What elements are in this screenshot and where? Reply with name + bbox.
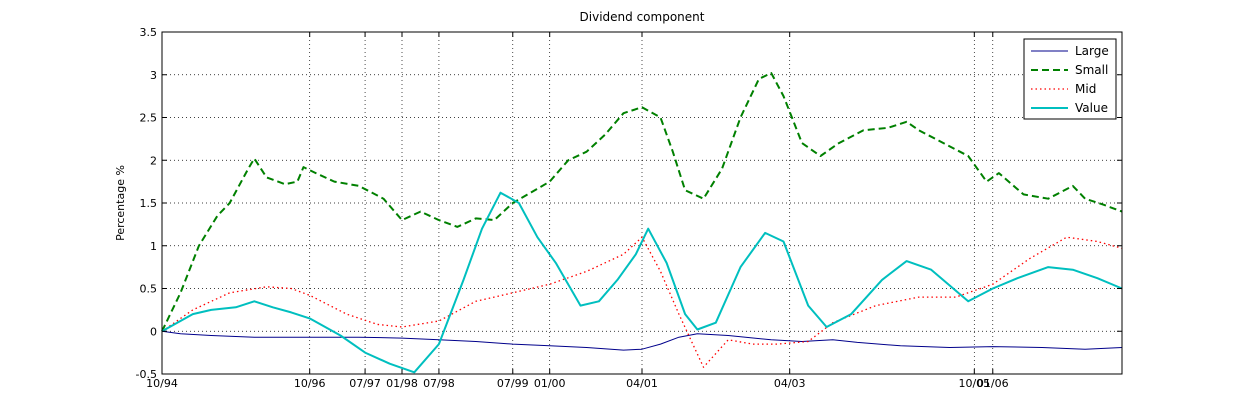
series-line-mid [161,236,1123,368]
legend: Large Small Mid Value [1023,38,1117,120]
legend-label-mid: Mid [1075,82,1096,96]
x-tick-label: 07/99 [497,377,529,390]
y-tick-label: 2.5 [140,112,158,125]
legend-label-value: Value [1075,101,1108,115]
x-tick-label: 01/06 [977,377,1009,390]
x-tick-label: 01/98 [386,377,418,390]
x-tick-label: 01/00 [534,377,566,390]
x-tick-label: 04/01 [626,377,658,390]
x-tick-label: 10/94 [146,377,178,390]
legend-box [1023,38,1117,120]
series-line-large [161,330,1123,351]
x-tick-label: 04/03 [774,377,806,390]
x-tick-label: 07/97 [349,377,381,390]
plot-area: -0.5 0 0.5 1 1.5 2 2.5 3 3.5 10/94 10/96 07/97 01/98… [136,26,1123,390]
x-tick-label: 10/96 [294,377,326,390]
chart-title: Dividend component [580,10,705,24]
y-tick-label: -0.5 [136,368,157,381]
y-tick-label: 0 [150,325,157,338]
y-axis-label: Percentage % [114,165,127,241]
y-tick-label: 0.5 [140,283,158,296]
legend-label-small: Small [1075,63,1108,77]
x-tick-label: 07/98 [423,377,455,390]
series-line-small [161,72,1123,332]
y-tick-label: 3.5 [140,26,158,39]
legend-label-large: Large [1075,44,1109,58]
y-tick-label: 1 [150,240,157,253]
x-tick-label: 10/05 [958,377,990,390]
series-line-value [161,191,1123,374]
y-tick-label: 1.5 [140,197,158,210]
y-tick-label: 3 [150,69,157,82]
y-tick-label: 2 [150,154,157,167]
